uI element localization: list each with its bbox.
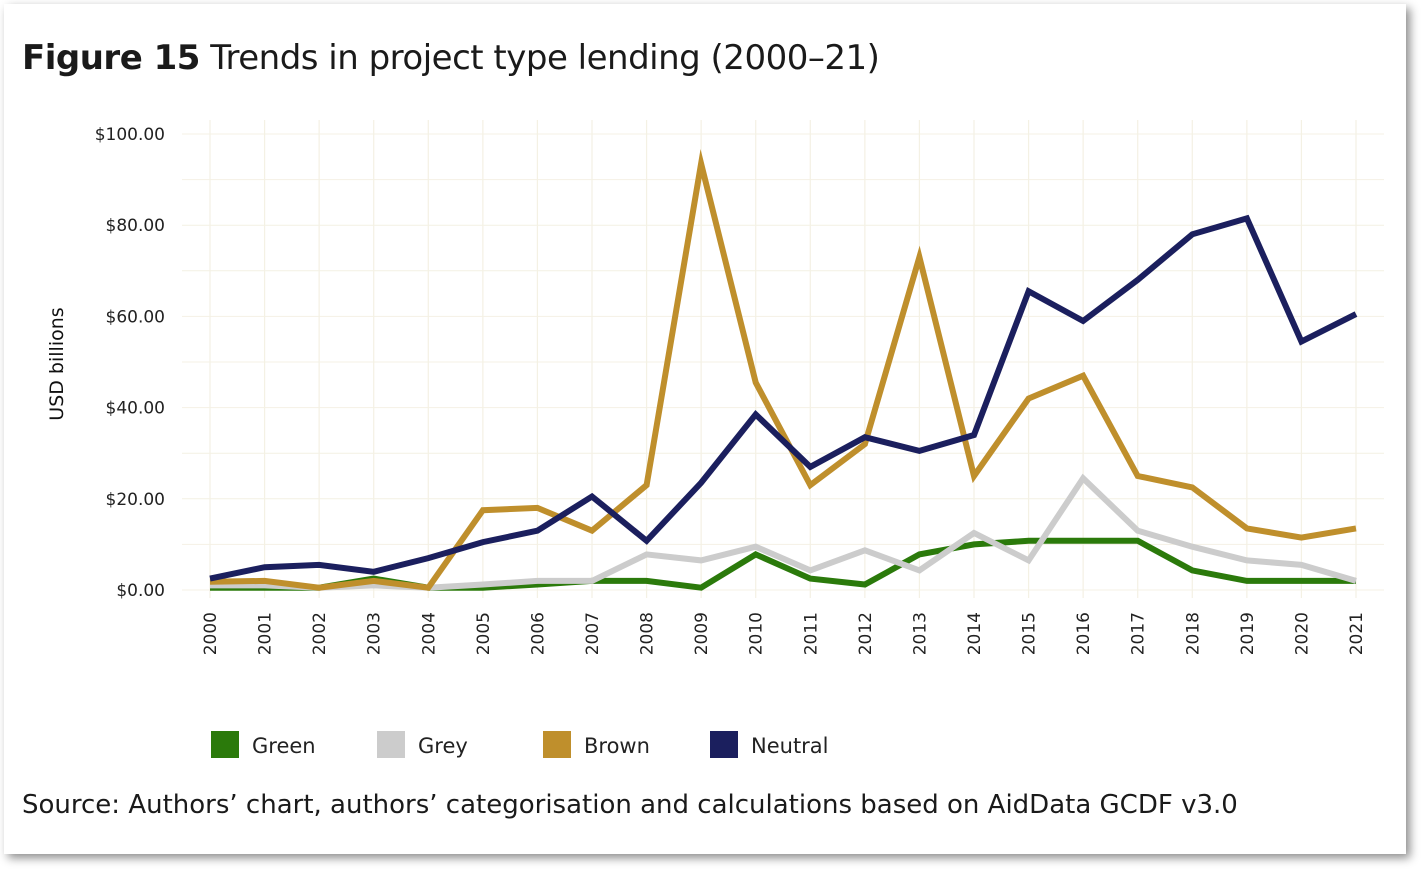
x-tick-label: 2002 [310, 612, 330, 655]
x-tick-label: 2011 [801, 612, 821, 655]
x-tick-label: 2003 [365, 612, 385, 655]
x-tick-label: 2016 [1074, 612, 1094, 655]
x-tick-label: 2019 [1238, 612, 1258, 655]
series-lines [209, 148, 1358, 591]
x-tick-label: 2005 [474, 612, 494, 655]
x-tick-label: 2001 [256, 612, 276, 655]
legend-swatch-brown [543, 731, 571, 758]
x-tick-label: 2007 [583, 612, 603, 655]
y-tick-label: $20.00 [106, 490, 165, 510]
y-axis-label: USD billions [46, 307, 68, 420]
x-tick-label: 2004 [419, 612, 439, 655]
figure-title-text: Trends in project type lending (2000–21) [210, 38, 880, 78]
legend-label-brown: Brown [584, 734, 650, 758]
grid-lines [182, 120, 1384, 598]
x-tick-label: 2017 [1129, 612, 1149, 655]
legend-swatch-neutral [710, 731, 738, 758]
x-tick-label: 2020 [1292, 612, 1312, 655]
x-axis-ticks: 2000 2001 2002 2003 2004 2005 2006 2007 2008 2009… [201, 612, 1367, 655]
figure-label: Figure 15 [22, 38, 200, 78]
x-tick-label: 2009 [692, 612, 712, 655]
x-tick-label: 2013 [910, 612, 930, 655]
figure-card [4, 4, 1406, 854]
legend-label-grey: Grey [418, 734, 468, 758]
x-tick-label: 2006 [528, 612, 548, 655]
legend-label-neutral: Neutral [751, 734, 829, 758]
y-axis-ticks: $0.00 $20.00 $40.00 $60.00 $80.00 $100.00 [95, 125, 165, 601]
y-tick-label: $40.00 [106, 399, 165, 419]
legend: Green Grey Brown Neutral [211, 731, 829, 758]
legend-swatch-grey [377, 731, 405, 758]
x-tick-label: 2015 [1020, 612, 1040, 655]
y-tick-label: $60.00 [106, 307, 165, 327]
figure-title: Figure 15 Trends in project type lending… [22, 38, 880, 78]
source-note: Source: Authors’ chart, authors’ categor… [22, 790, 1238, 820]
y-tick-label: $0.00 [116, 581, 165, 601]
legend-swatch-green [211, 731, 239, 758]
x-tick-label: 2021 [1347, 612, 1367, 655]
x-tick-label: 2012 [856, 612, 876, 655]
series-line-neutral [209, 214, 1358, 582]
series-line-brown [209, 148, 1357, 591]
legend-label-green: Green [252, 734, 316, 758]
y-tick-label: $100.00 [95, 125, 165, 145]
x-tick-label: 2010 [747, 612, 767, 655]
x-tick-label: 2014 [965, 612, 985, 655]
x-tick-label: 2000 [201, 612, 221, 655]
x-tick-label: 2018 [1183, 612, 1203, 655]
x-tick-label: 2008 [638, 612, 658, 655]
y-tick-label: $80.00 [106, 216, 165, 236]
